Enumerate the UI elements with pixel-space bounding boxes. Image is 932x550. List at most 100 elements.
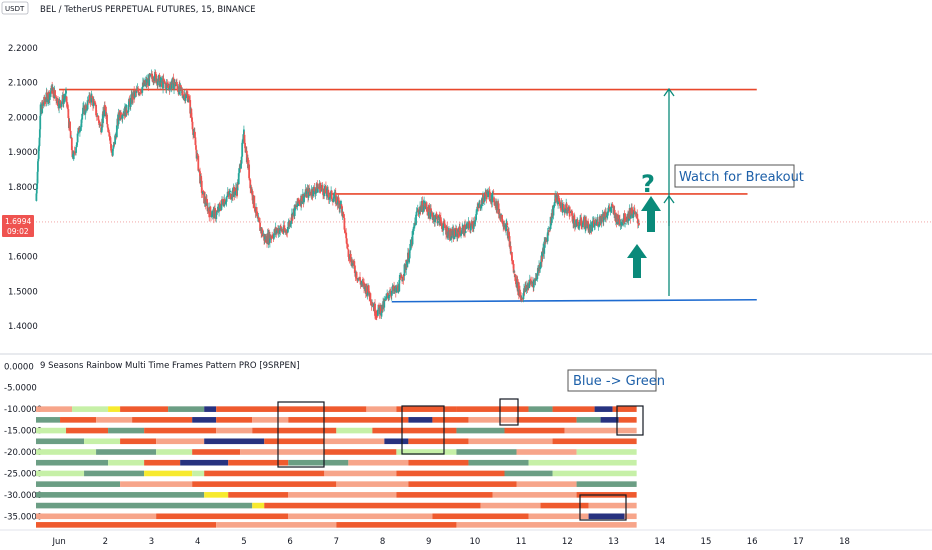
heatmap-cell (336, 522, 457, 528)
heatmap-cell (564, 427, 637, 434)
bullish-arrows[interactable]: ? (627, 170, 661, 278)
support-line[interactable] (391, 298, 757, 303)
candle-body (256, 214, 259, 219)
candle-body (435, 215, 438, 216)
heatmap-cell (132, 417, 193, 423)
price-tick-label: 1.6000 (8, 253, 38, 263)
candle-body (489, 201, 492, 202)
candle-body (243, 129, 245, 135)
candle-body (476, 206, 479, 212)
candle-body (432, 217, 435, 221)
candle-body (390, 290, 393, 296)
candle-body (137, 88, 140, 92)
candle-body (517, 282, 520, 296)
time-tick-label: 18 (839, 537, 850, 547)
candle-body (67, 109, 70, 119)
candle-body (109, 137, 112, 144)
price-tick-label: 2.2000 (8, 44, 38, 54)
heatmap-cell (36, 449, 97, 455)
candle-body (37, 161, 39, 172)
candle-body (476, 206, 479, 208)
heatmap-cell (120, 438, 157, 445)
candle-body (128, 99, 131, 102)
highlight-box-3[interactable] (499, 398, 519, 426)
upper-target-arrowhead (663, 87, 675, 97)
candle-body (353, 261, 356, 267)
candle-body (132, 94, 134, 100)
candle-body (196, 154, 199, 156)
candle-body (240, 163, 242, 169)
time-tick-label: 17 (793, 537, 804, 547)
candle-body (467, 221, 470, 229)
heatmap-cell (288, 459, 349, 466)
candle-body (349, 253, 352, 262)
candle-body (92, 101, 95, 107)
heatmap-cell (516, 481, 577, 487)
candle-body (441, 223, 443, 229)
candle-body (522, 293, 525, 299)
candle-body (503, 225, 506, 227)
heatmap-cell (252, 417, 289, 423)
candle-body (273, 233, 275, 239)
candle-body (152, 80, 155, 82)
candle-body (576, 219, 579, 225)
candle-body (488, 190, 491, 192)
candle-body (216, 210, 219, 213)
candle-body (519, 289, 521, 297)
watch-breakout-callout[interactable]: Watch for Breakout (674, 164, 804, 188)
heatmap-cell (180, 459, 229, 466)
highlight-boxes[interactable] (277, 398, 644, 521)
heatmap-cell (264, 502, 481, 509)
blue-green-callout[interactable]: Blue -> Green (567, 369, 665, 392)
candle-body (395, 287, 398, 293)
candle-body (188, 96, 190, 98)
time-tick-label: 4 (195, 537, 200, 547)
candle-body (472, 220, 475, 229)
candle-body (327, 195, 330, 200)
heatmap-cell (348, 459, 409, 466)
candle-body (200, 180, 203, 193)
candle-body (370, 302, 373, 306)
candle-body (560, 202, 563, 210)
candle-body (244, 142, 246, 149)
heatmap-cell (408, 481, 517, 487)
candle-body (618, 219, 621, 225)
heatmap-cell (456, 406, 529, 412)
candle-body (513, 271, 516, 273)
candle-body (80, 119, 83, 128)
candle-body (315, 189, 318, 192)
candle-body (70, 137, 73, 151)
candle-body (465, 225, 468, 227)
candle-body (206, 198, 208, 203)
candle-body (211, 210, 214, 216)
candle-body (325, 186, 327, 194)
candle-body (314, 191, 317, 195)
candle-body (151, 73, 153, 78)
highlight-box-4[interactable] (616, 405, 644, 436)
candle-body (73, 151, 76, 153)
candle-body (240, 156, 243, 164)
trend-levels[interactable] (36, 88, 932, 303)
candle-body (311, 189, 313, 196)
highlight-box-1[interactable] (277, 401, 325, 468)
heatmap-cell (84, 438, 121, 445)
highlight-box-5[interactable] (579, 494, 627, 521)
candle-body (192, 133, 195, 135)
candle-body (369, 293, 372, 302)
up-arrow-icon (627, 244, 647, 278)
candle-body (459, 231, 462, 236)
candle-body (303, 196, 305, 203)
candle-body (335, 196, 338, 203)
candle-body (46, 94, 49, 103)
candle-body (453, 230, 456, 236)
candle-body (169, 86, 171, 91)
candle-body (621, 221, 624, 223)
candle-body (333, 197, 335, 199)
heatmap-cell (288, 492, 397, 498)
candle-body (112, 145, 115, 149)
currency-badge[interactable] (1, 1, 29, 15)
highlight-box-2[interactable] (401, 405, 445, 455)
breakout-target-arrows[interactable] (663, 87, 675, 296)
candle-body (608, 207, 611, 210)
